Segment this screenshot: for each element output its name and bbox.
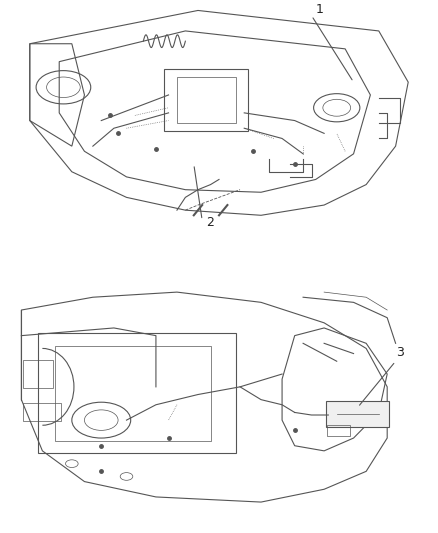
FancyBboxPatch shape — [326, 401, 389, 426]
Text: 2: 2 — [206, 215, 214, 229]
Text: 3: 3 — [396, 346, 403, 359]
Text: 1: 1 — [316, 3, 324, 16]
